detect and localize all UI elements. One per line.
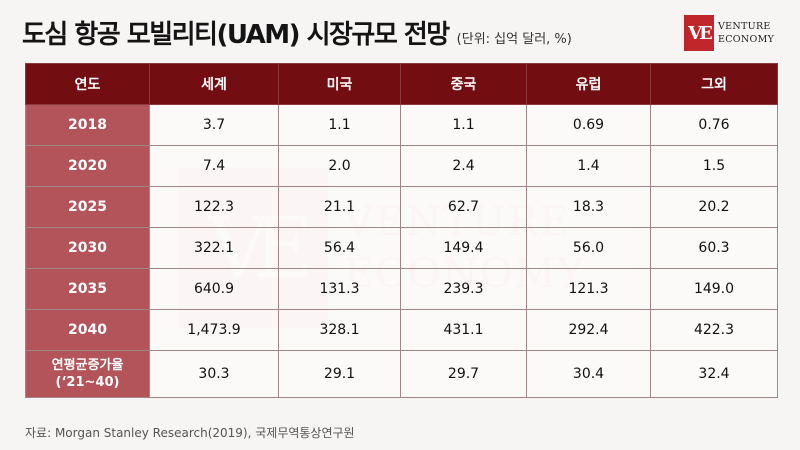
cell-world: 640.9 (149, 268, 279, 310)
cell-europe: 292.4 (526, 309, 651, 351)
cell-usa: 56.4 (278, 227, 401, 269)
cell-europe: 30.4 (526, 350, 651, 398)
table-row: 2040 1,473.9 328.1 431.1 292.4 422.3 (25, 309, 778, 351)
cagr-row: 연평균증가율 (‘21~40) 30.3 29.1 29.7 30.4 32.4 (25, 350, 778, 398)
column-header-year: 연도 (25, 63, 150, 105)
row-year: 2035 (25, 268, 150, 310)
cell-china: 62.7 (400, 186, 527, 228)
cell-europe: 56.0 (526, 227, 651, 269)
cell-china: 29.7 (400, 350, 527, 398)
cell-europe: 0.69 (526, 104, 651, 146)
logo-line-2: ECONOMY (718, 34, 775, 45)
unit-note: (단위: 십억 달러, %) (456, 32, 572, 47)
table-header-row: 연도 세계 미국 중국 유럽 그외 (25, 63, 778, 105)
market-size-table: 연도 세계 미국 중국 유럽 그외 2018 3.7 1.1 1.1 0.69 … (25, 63, 778, 398)
cell-others: 32.4 (650, 350, 778, 398)
logo-text: VENTURE ECONOMY (718, 20, 774, 46)
cell-usa: 328.1 (278, 309, 401, 351)
venture-economy-logo: VE VENTURE ECONOMY (684, 14, 774, 52)
cell-world: 7.4 (149, 145, 279, 187)
column-header-others: 그외 (650, 63, 778, 105)
cell-china: 239.3 (400, 268, 527, 310)
cell-others: 149.0 (650, 268, 778, 310)
cell-world: 3.7 (149, 104, 279, 146)
table-row: 2035 640.9 131.3 239.3 121.3 149.0 (25, 268, 778, 310)
cell-china: 149.4 (400, 227, 527, 269)
table-row: 2025 122.3 21.1 62.7 18.3 20.2 (25, 186, 778, 228)
table-row: 2018 3.7 1.1 1.1 0.69 0.76 (25, 104, 778, 146)
column-header-europe: 유럽 (526, 63, 651, 105)
row-year: 2030 (25, 227, 150, 269)
row-year: 2020 (25, 145, 150, 187)
column-header-world: 세계 (149, 63, 279, 105)
cell-europe: 121.3 (526, 268, 651, 310)
cell-others: 60.3 (650, 227, 778, 269)
column-header-usa: 미국 (278, 63, 401, 105)
cell-others: 422.3 (650, 309, 778, 351)
cell-world: 122.3 (149, 186, 279, 228)
row-year: 2025 (25, 186, 150, 228)
source-note: 자료: Morgan Stanley Research(2019), 국제무역통… (25, 426, 355, 440)
cell-china: 2.4 (400, 145, 527, 187)
cell-china: 431.1 (400, 309, 527, 351)
cell-europe: 1.4 (526, 145, 651, 187)
cell-others: 0.76 (650, 104, 778, 146)
cell-usa: 21.1 (278, 186, 401, 228)
table-row: 2030 322.1 56.4 149.4 56.0 60.3 (25, 227, 778, 269)
cell-usa: 29.1 (278, 350, 401, 398)
title-row: 도심 항공 모빌리티(UAM) 시장규모 전망 (단위: 십억 달러, %) (22, 14, 572, 54)
cell-usa: 2.0 (278, 145, 401, 187)
cell-china: 1.1 (400, 104, 527, 146)
cell-usa: 131.3 (278, 268, 401, 310)
page-title: 도심 항공 모빌리티(UAM) 시장규모 전망 (22, 20, 450, 50)
cell-world: 322.1 (149, 227, 279, 269)
cagr-label-line-1: 연평균증가율 (51, 358, 124, 373)
column-header-china: 중국 (400, 63, 527, 105)
row-year: 2040 (25, 309, 150, 351)
row-year: 2018 (25, 104, 150, 146)
cell-europe: 18.3 (526, 186, 651, 228)
logo-mark: VE (684, 15, 714, 51)
cagr-label-line-2: (‘21~40) (55, 375, 120, 390)
cagr-label: 연평균증가율 (‘21~40) (25, 350, 150, 398)
table-row: 2020 7.4 2.0 2.4 1.4 1.5 (25, 145, 778, 187)
cell-world: 1,473.9 (149, 309, 279, 351)
logo-line-1: VENTURE (718, 21, 771, 32)
cell-usa: 1.1 (278, 104, 401, 146)
cell-others: 20.2 (650, 186, 778, 228)
cell-world: 30.3 (149, 350, 279, 398)
cell-others: 1.5 (650, 145, 778, 187)
